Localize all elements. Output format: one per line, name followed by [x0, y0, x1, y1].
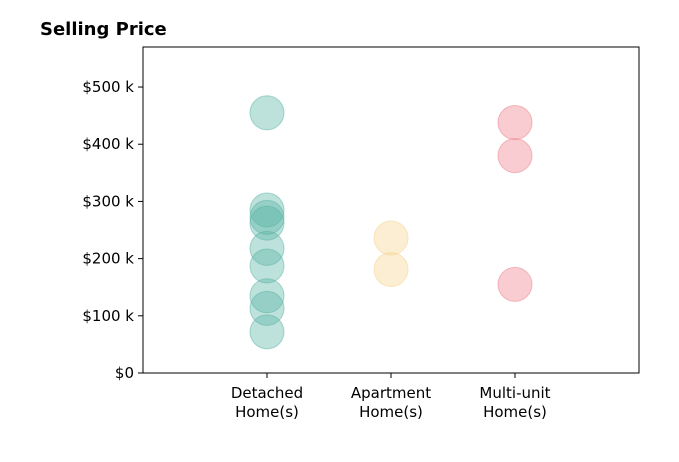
data-point: [249, 95, 285, 131]
data-point: [249, 230, 285, 266]
x-tick-label: Multi-unit Home(s): [479, 384, 550, 421]
data-point: [249, 205, 285, 241]
chart-title: Selling Price: [40, 19, 167, 40]
x-axis: Detached Home(s) Apartment Home(s) Multi-uni…: [231, 373, 551, 421]
data-point: [373, 220, 409, 256]
y-tick-label: $500 k: [82, 78, 134, 96]
data-point: [249, 314, 285, 350]
y-tick-label: $300 k: [82, 192, 134, 210]
data-point: [249, 192, 285, 228]
data-point: [497, 104, 533, 140]
y-tick-label: $400 k: [82, 135, 134, 153]
y-tick-label: $200 k: [82, 250, 134, 268]
data-point: [497, 266, 533, 302]
x-tick-label: Apartment Home(s): [351, 384, 431, 421]
points-layer: [249, 95, 533, 350]
data-point: [373, 251, 409, 287]
plot-area-frame: [142, 46, 640, 374]
data-point: [249, 248, 285, 284]
y-axis: $0 $100 k $200 k $300 k $400 k $500 k: [82, 78, 143, 382]
data-point: [249, 278, 285, 314]
y-tick-label: $100 k: [82, 307, 134, 325]
x-tick-label: Detached Home(s): [231, 384, 303, 421]
data-point: [497, 138, 533, 174]
y-tick-label: $0: [115, 364, 134, 382]
